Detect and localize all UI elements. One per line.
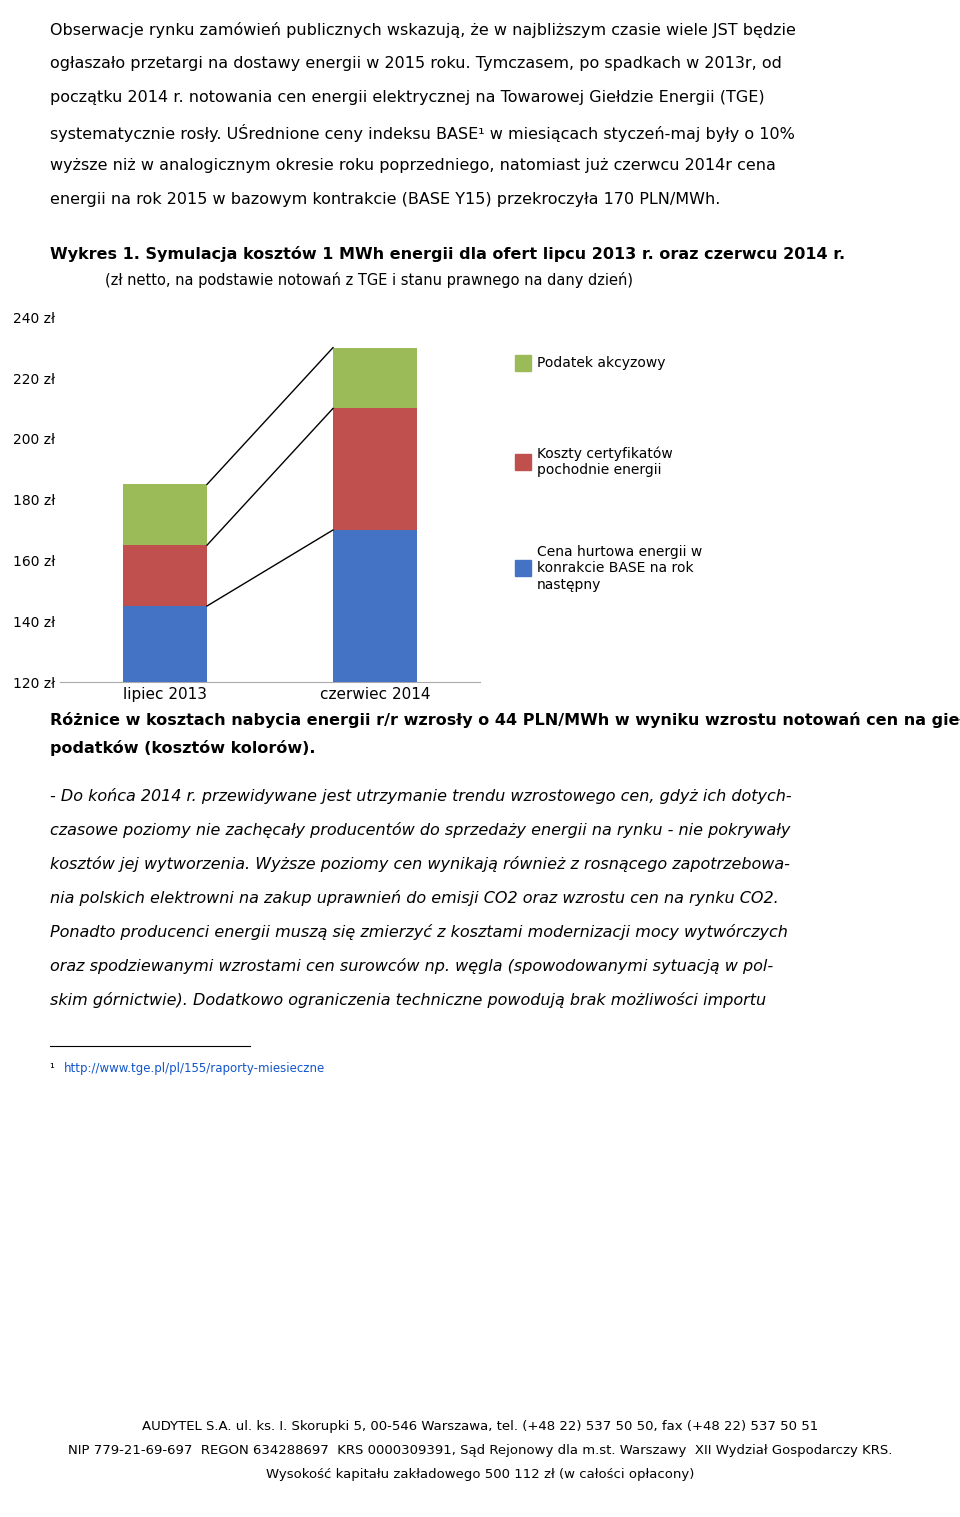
Text: kosztów jej wytworzenia. Wyższe poziomy cen wynikają również z rosnącego zapotrz: kosztów jej wytworzenia. Wyższe poziomy … — [50, 856, 790, 872]
Text: Różnice w kosztach nabycia energii r/r wzrosły o 44 PLN/MWh w wyniku wzrostu not: Różnice w kosztach nabycia energii r/r w… — [50, 711, 960, 728]
Text: AUDYTEL S.A. ul. ks. I. Skorupki 5, 00-546 Warszawa, tel. (+48 22) 537 50 50, fa: AUDYTEL S.A. ul. ks. I. Skorupki 5, 00-5… — [142, 1420, 818, 1434]
Bar — [333, 529, 417, 683]
Text: początku 2014 r. notowania cen energii elektrycznej na Towarowej Giełdzie Energi: początku 2014 r. notowania cen energii e… — [50, 90, 764, 105]
Text: Obserwacje rynku zamówień publicznych wskazują, że w najbliższym czasie wiele JS: Obserwacje rynku zamówień publicznych ws… — [50, 23, 796, 38]
Text: NIP 779-21-69-697  REGON 634288697  KRS 0000309391, Sąd Rejonowy dla m.st. Warsz: NIP 779-21-69-697 REGON 634288697 KRS 00… — [68, 1444, 892, 1456]
Text: Ponadto producenci energii muszą się zmierzyć z kosztami modernizacji mocy wytwó: Ponadto producenci energii muszą się zmi… — [50, 924, 788, 941]
Text: skim górnictwie). Dodatkowo ograniczenia techniczne powodują brak możliwości imp: skim górnictwie). Dodatkowo ograniczenia… — [50, 992, 766, 1007]
Bar — [515, 355, 531, 370]
Text: oraz spodziewanymi wzrostami cen surowców np. węgla (spowodowanymi sytuacją w po: oraz spodziewanymi wzrostami cen surowcó… — [50, 959, 773, 974]
Text: wyższe niż w analogicznym okresie roku poprzedniego, natomiast już czerwcu 2014r: wyższe niż w analogicznym okresie roku p… — [50, 158, 776, 173]
Text: podatków (kosztów kolorów).: podatków (kosztów kolorów). — [50, 740, 316, 755]
Text: czasowe poziomy nie zachęcały producentów do sprzedaży energii na rynku - nie po: czasowe poziomy nie zachęcały producentó… — [50, 822, 790, 837]
Text: energii na rok 2015 w bazowym kontrakcie (BASE Y15) przekroczyła 170 PLN/MWh.: energii na rok 2015 w bazowym kontrakcie… — [50, 193, 720, 206]
Bar — [515, 560, 531, 576]
Text: Podatek akcyzowy: Podatek akcyzowy — [537, 356, 665, 370]
Text: nia polskich elektrowni na zakup uprawnień do emisji CO2 oraz wzrostu cen na ryn: nia polskich elektrowni na zakup uprawni… — [50, 890, 779, 906]
Text: Cena hurtowa energii w
konrakcie BASE na rok
następny: Cena hurtowa energii w konrakcie BASE na… — [537, 545, 703, 592]
Bar — [515, 454, 531, 470]
Text: - Do końca 2014 r. przewidywane jest utrzymanie trendu wzrostowego cen, gdyż ich: - Do końca 2014 r. przewidywane jest utr… — [50, 787, 792, 804]
Bar — [333, 347, 417, 408]
Text: Koszty certyfikatów
pochodnie energii: Koszty certyfikatów pochodnie energii — [537, 446, 673, 478]
Text: ogłaszało przetargi na dostawy energii w 2015 roku. Tymczasem, po spadkach w 201: ogłaszało przetargi na dostawy energii w… — [50, 56, 781, 71]
Bar — [123, 605, 207, 683]
Text: ¹: ¹ — [50, 1062, 59, 1076]
Bar — [333, 408, 417, 529]
Text: systematycznie rosły. UŚrednione ceny indeksu BASE¹ w miesiącach styczeń-maj był: systematycznie rosły. UŚrednione ceny in… — [50, 124, 795, 143]
Bar — [123, 484, 207, 545]
Text: Wysokość kapitału zakładowego 500 112 zł (w całości opłacony): Wysokość kapitału zakładowego 500 112 zł… — [266, 1468, 694, 1481]
Bar — [123, 545, 207, 605]
Text: (zł netto, na podstawie notowań z TGE i stanu prawnego na dany dzień): (zł netto, na podstawie notowań z TGE i … — [105, 272, 633, 288]
Text: http://www.tge.pl/pl/155/raporty-miesieczne: http://www.tge.pl/pl/155/raporty-miesiec… — [64, 1062, 325, 1076]
Text: Wykres 1. Symulacja kosztów 1 MWh energii dla ofert lipcu 2013 r. oraz czerwcu 2: Wykres 1. Symulacja kosztów 1 MWh energi… — [50, 246, 845, 262]
